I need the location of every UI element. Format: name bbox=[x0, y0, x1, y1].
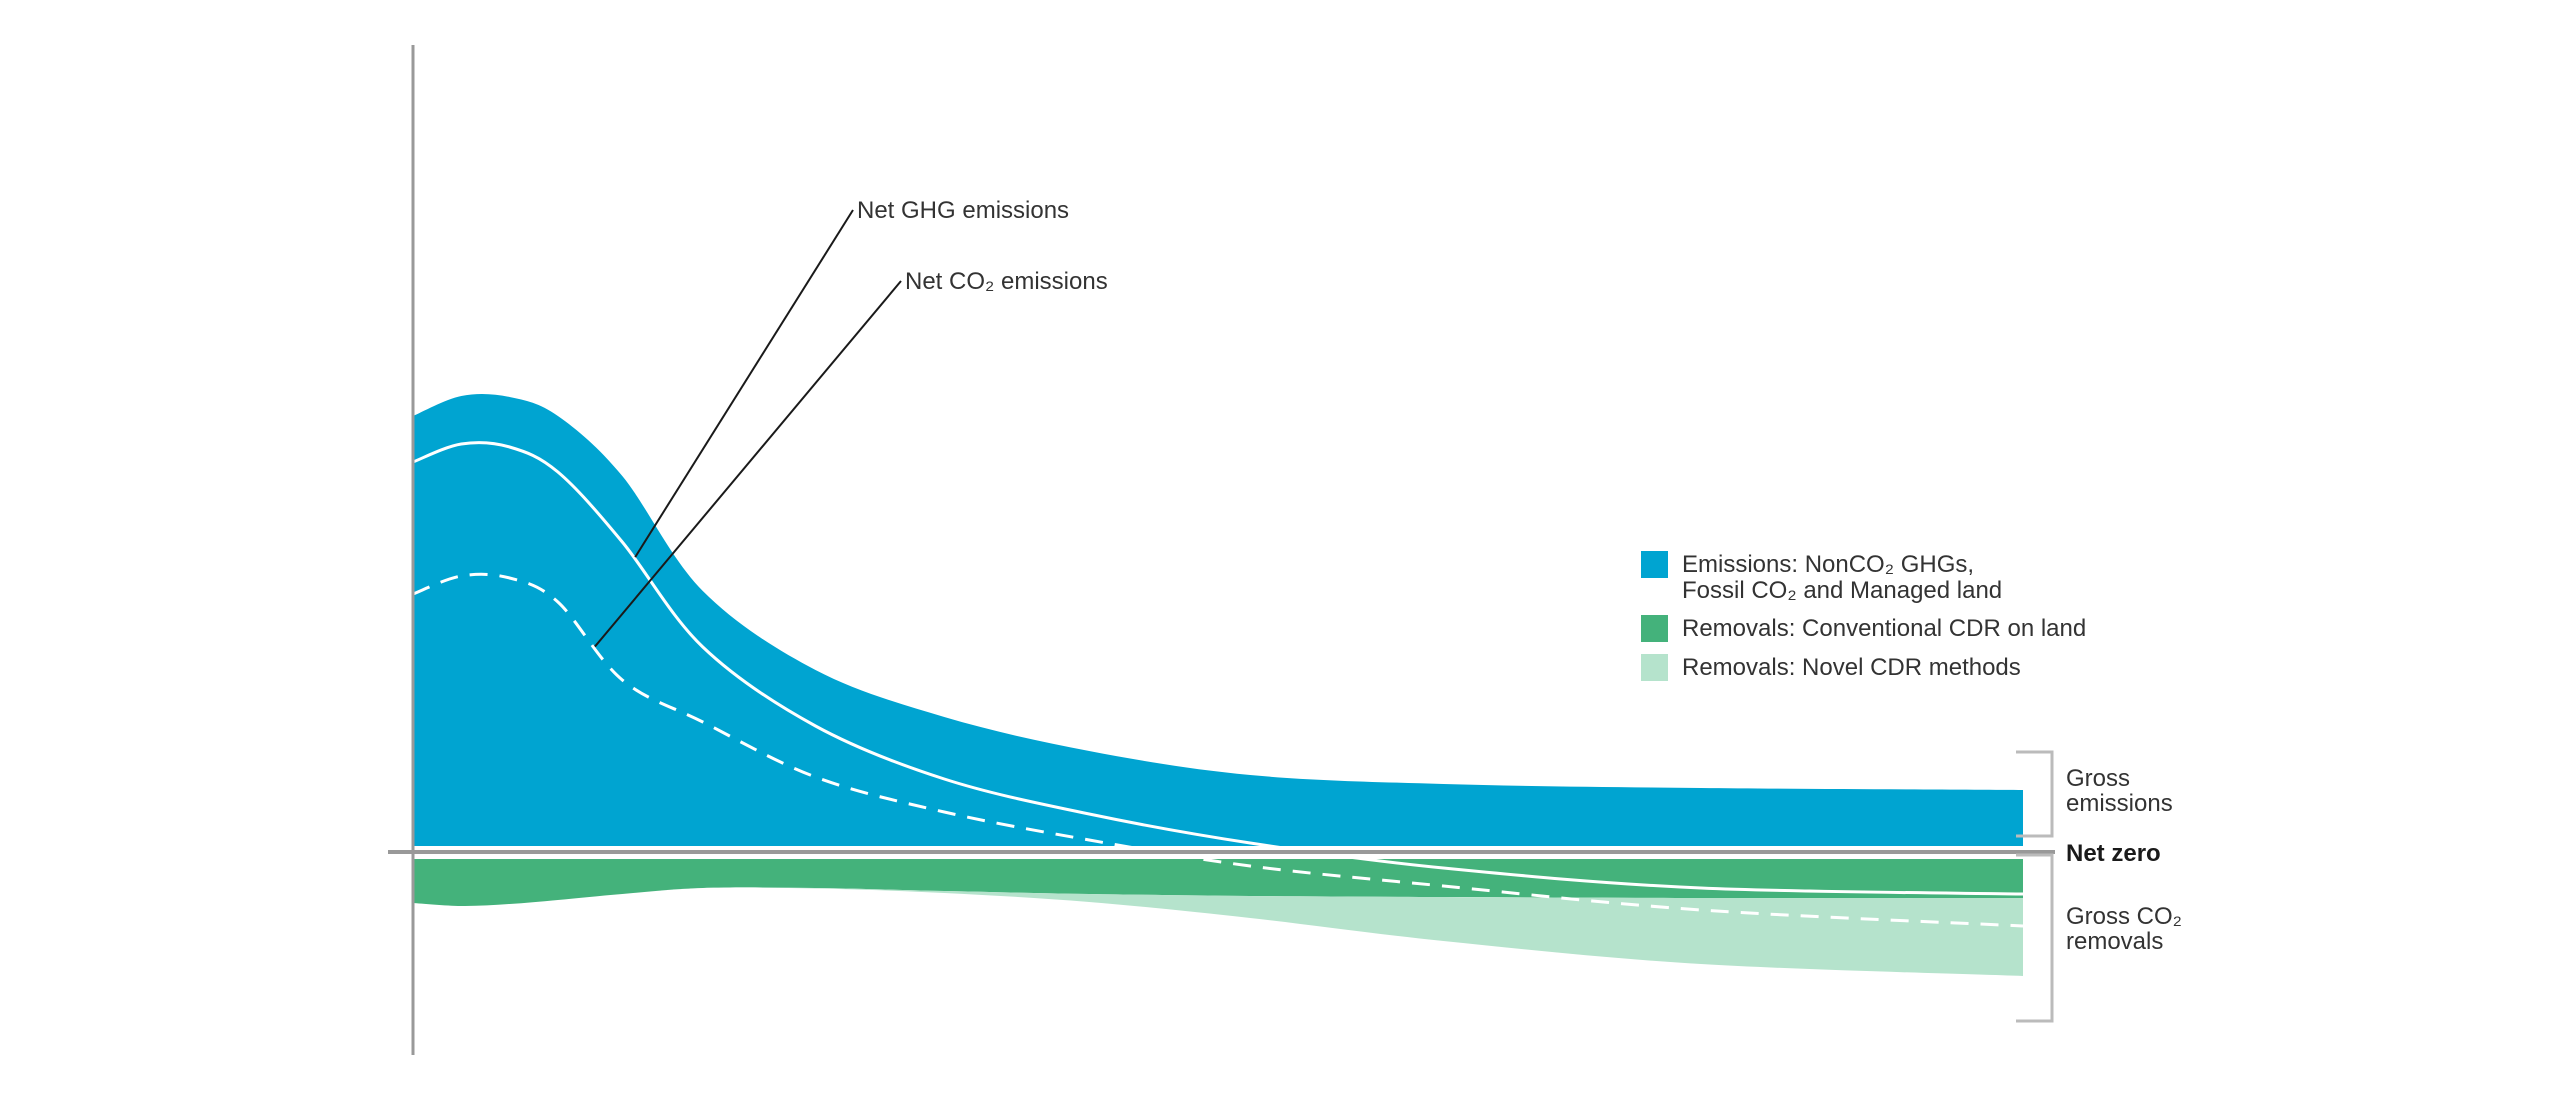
net-ghg-label: Net GHG emissions bbox=[857, 197, 1069, 224]
net-co2-line bbox=[412, 572, 2024, 928]
bracket-label: removals bbox=[2066, 928, 2163, 955]
bracket-label: emissions bbox=[2066, 790, 2173, 817]
legend-entry: Emissions: NonCO₂ GHGs,Fossil CO₂ and Ma… bbox=[1641, 551, 2002, 604]
net-co2-label: Net CO₂ emissions bbox=[905, 268, 1108, 295]
legend-label: Removals: Novel CDR methods bbox=[1682, 654, 2021, 681]
legend-label: Emissions: NonCO₂ GHGs, bbox=[1682, 551, 1974, 578]
legend-swatch bbox=[1641, 654, 1668, 681]
line-layer bbox=[412, 441, 2024, 928]
conventional-cdr-area bbox=[413, 859, 2023, 907]
area-layer bbox=[413, 394, 2023, 976]
bracket-line bbox=[2016, 750, 2054, 838]
legend: Emissions: NonCO₂ GHGs,Fossil CO₂ and Ma… bbox=[1641, 551, 2086, 681]
legend-entry: Removals: Novel CDR methods bbox=[1641, 654, 2021, 681]
legend-entry: Removals: Conventional CDR on land bbox=[1641, 615, 2086, 642]
annotation-layer: Net GHG emissions Net CO₂ emissions bbox=[594, 197, 1108, 648]
net-zero-label: Net zero bbox=[2066, 840, 2161, 867]
annotation-leader bbox=[634, 209, 854, 558]
annotation-leader bbox=[594, 280, 902, 648]
net-ghg-line bbox=[412, 441, 2024, 896]
emissions-area bbox=[413, 394, 2023, 846]
bracket-label: Gross bbox=[2066, 765, 2130, 792]
legend-label: Removals: Conventional CDR on land bbox=[1682, 615, 2086, 642]
novel-cdr-area bbox=[413, 887, 2023, 976]
legend-swatch bbox=[1641, 615, 1668, 642]
legend-swatch bbox=[1641, 551, 1668, 578]
legend-label: Fossil CO₂ and Managed land bbox=[1682, 577, 2002, 604]
bracket-line bbox=[2016, 853, 2054, 1023]
axis-layer: Net zero bbox=[388, 45, 2161, 1055]
bracket-label: Gross CO₂ bbox=[2066, 903, 2182, 930]
